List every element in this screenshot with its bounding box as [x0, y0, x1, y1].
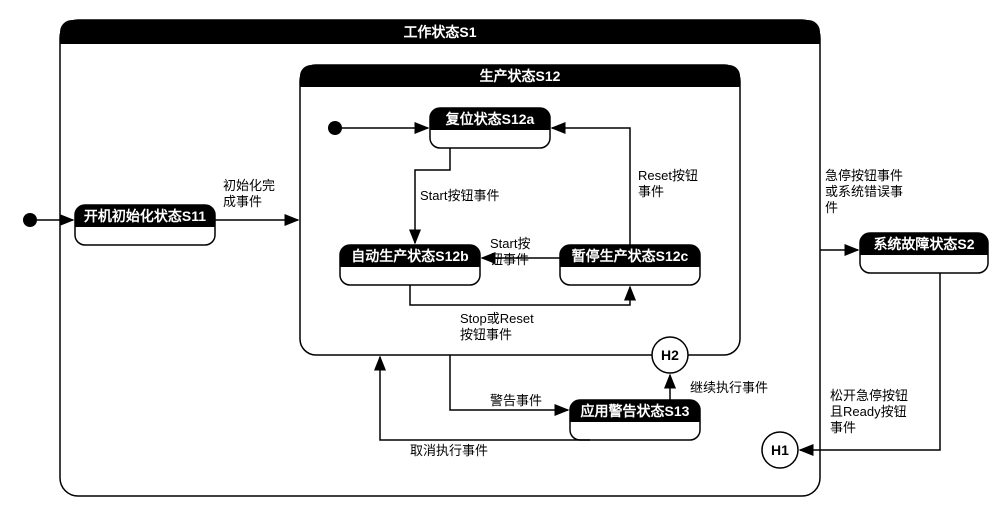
state-s13-label: 应用警告状态S13	[581, 403, 690, 419]
edge-stop-reset-l1: Stop或Reset	[460, 311, 534, 326]
edge-estop-l2: 或系统错误事	[825, 184, 903, 199]
state-s12b-label: 自动生产状态S12b	[351, 248, 468, 264]
state-s2-label: 系统故障状态S2	[873, 236, 974, 252]
edge-stop-reset	[410, 285, 630, 305]
edge-start-btn2-l1: Start按	[490, 236, 530, 251]
edge-release-l1: 松开急停按钮	[830, 388, 908, 403]
edge-reset-btn	[552, 128, 630, 245]
edge-release-l2: 且Ready按钮	[830, 404, 907, 419]
state-s13: 应用警告状态S13	[570, 400, 700, 440]
edge-init-done-l1: 初始化完	[223, 178, 275, 193]
edge-release-l3: 事件	[830, 420, 856, 435]
edge-start-btn-l1: Start按钮事件	[420, 188, 499, 203]
edge-cancel	[380, 357, 590, 440]
edge-estop-l1: 急停按钮事件	[825, 168, 903, 183]
edge-continue-l1: 继续执行事件	[690, 380, 768, 395]
edge-reset-btn-l2: 事件	[638, 184, 664, 199]
container-s1-title: 工作状态S1	[403, 24, 476, 40]
edge-stop-reset-l2: 按钮事件	[460, 327, 512, 342]
edge-estop-l3: 件	[825, 200, 838, 215]
history-h1: H1	[762, 432, 798, 468]
initial-state-s12	[328, 121, 342, 135]
history-h2: H2	[652, 337, 688, 373]
state-s12c: 暂停生产状态S12c	[560, 245, 700, 285]
state-s11: 开机初始化状态S11	[75, 205, 215, 245]
state-s12a-label: 复位状态S12a	[445, 111, 535, 127]
state-s12b: 自动生产状态S12b	[340, 245, 480, 285]
edge-reset-btn-l1: Reset按钮	[638, 168, 698, 183]
edge-init-done-l2: 成事件	[223, 194, 262, 209]
edge-release	[800, 273, 940, 450]
edge-start-btn2-l2: 钮事件	[490, 252, 529, 267]
state-s11-label: 开机初始化状态S11	[84, 208, 206, 224]
edge-cancel-l1: 取消执行事件	[410, 443, 488, 458]
state-diagram: 工作状态S1 生产状态S12 开机初始化状态S11 初始化完 成事件 复位状态S…	[10, 10, 990, 506]
state-s12c-label: 暂停生产状态S12c	[572, 248, 689, 264]
state-s2: 系统故障状态S2	[860, 233, 988, 273]
history-h2-label: H2	[661, 347, 679, 363]
edge-warning-l1: 警告事件	[490, 393, 542, 408]
state-s12a: 复位状态S12a	[430, 108, 550, 148]
history-h1-label: H1	[771, 442, 789, 458]
initial-state-outer	[23, 213, 37, 227]
container-s12-title: 生产状态S12	[480, 68, 561, 84]
